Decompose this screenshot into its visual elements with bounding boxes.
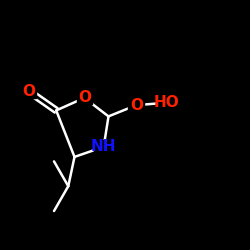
Bar <box>21 84 36 98</box>
Bar <box>156 96 176 109</box>
Text: O: O <box>130 98 143 113</box>
Bar <box>128 99 144 112</box>
Text: NH: NH <box>91 139 116 154</box>
Text: HO: HO <box>153 95 179 110</box>
Text: O: O <box>78 90 91 106</box>
Bar <box>76 91 92 104</box>
Bar <box>94 140 114 153</box>
Text: O: O <box>22 84 35 98</box>
